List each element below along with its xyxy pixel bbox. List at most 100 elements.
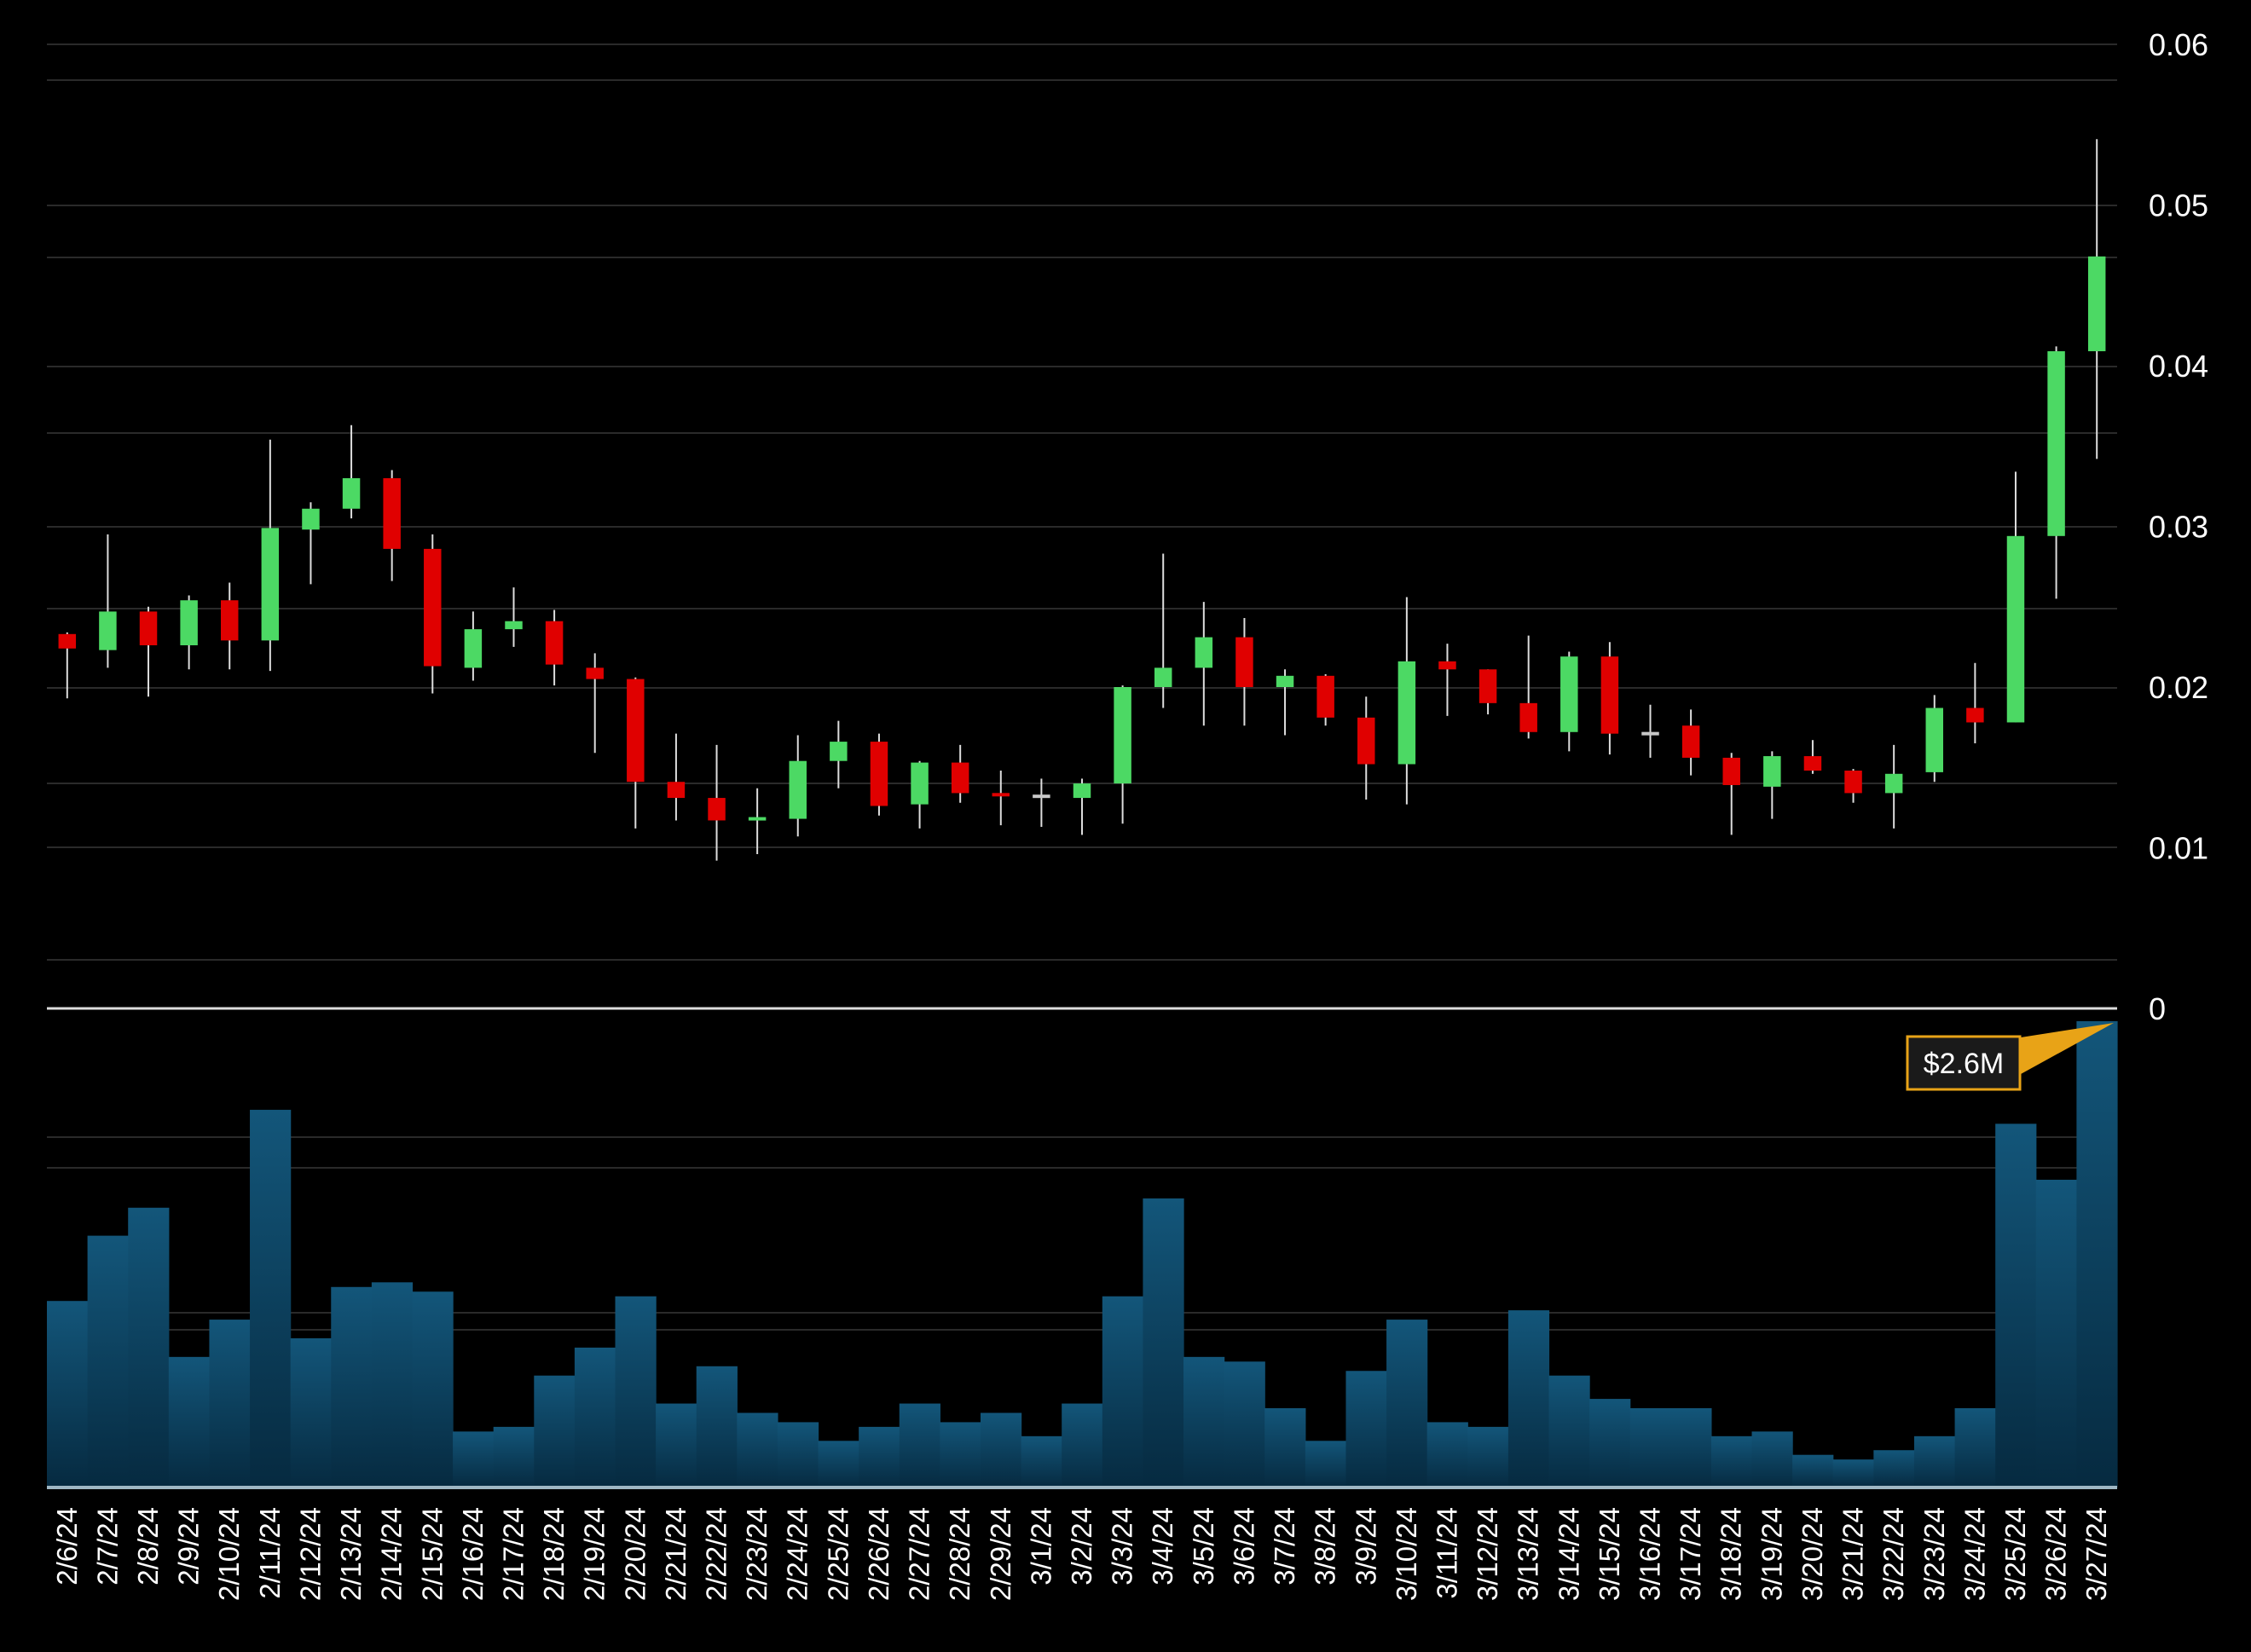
candle-body [180,600,198,645]
volume-bar [1386,1320,1428,1487]
x-tick-label: 3/6/24 [1228,1507,1259,1586]
candle-body [1560,656,1578,732]
volume-bar [371,1282,414,1487]
candle-body [1966,708,1984,723]
volume-bar [615,1296,657,1487]
x-tick-label: 3/11/24 [1431,1507,1462,1599]
x-tick-label: 2/18/24 [538,1507,570,1601]
candle-body [1235,637,1253,687]
candle-body [951,762,969,794]
candle-body [870,742,888,806]
y-tick-label: 0.04 [2149,349,2208,384]
x-tick-label: 2/14/24 [376,1507,408,1601]
candle-body [342,477,361,509]
x-tick-label: 2/28/24 [944,1507,975,1601]
candle-body [789,760,807,819]
volume-bar [493,1426,535,1487]
candle-body [1073,783,1091,799]
x-tick-label: 3/19/24 [1756,1507,1787,1601]
volume-bar [534,1375,576,1487]
x-tick-label: 3/26/24 [2040,1507,2072,1601]
volume-bar [777,1422,819,1487]
x-tick-label: 2/24/24 [782,1507,813,1601]
y-tick-label: 0.05 [2149,188,2208,223]
candle-body [911,762,929,805]
candle-body [1884,773,1903,794]
candle-body [505,621,523,630]
x-tick-label: 3/4/24 [1147,1507,1178,1586]
candle-body [424,548,442,667]
volume-bar [1832,1459,1874,1487]
x-tick-label: 2/11/24 [254,1507,286,1599]
y-tick-label: 0.02 [2149,670,2208,705]
candle-body [1316,675,1334,718]
y-tick-label: 0.06 [2149,27,2208,62]
candle-body [58,633,77,649]
candle-body [2087,256,2106,352]
candle-body [1478,669,1497,703]
volume-bar [1183,1356,1225,1487]
x-tick-label: 2/16/24 [457,1507,489,1601]
volume-bar [1629,1408,1671,1487]
candle-body [2006,535,2025,723]
candle-body [1154,667,1172,687]
volume-bar [209,1320,251,1487]
y-tick-label: 0.01 [2149,831,2208,866]
x-axis: 2/6/24 2/7/24 2/8/24 2/9/24 2/10/24 2/11/24 2/… [51,1507,2112,1601]
x-tick-label: 2/19/24 [579,1507,610,1601]
candle-body [545,621,564,665]
x-tick-label: 3/7/24 [1269,1507,1300,1586]
volume-bar [1913,1435,1956,1487]
volume-bar [1426,1422,1468,1487]
candle-body [1925,708,1944,772]
volume-bar [696,1366,738,1487]
volume-bar [1670,1408,1712,1487]
volume-bar [47,1301,89,1487]
candle-body [1276,675,1294,687]
volume-bar [737,1412,778,1487]
y-tick-label: 0 [2149,991,2166,1026]
candle-body [1803,756,1822,771]
volume-bar [1143,1198,1184,1487]
volume-bar [1102,1296,1144,1487]
x-tick-label: 2/22/24 [701,1507,732,1601]
candle-body [1397,661,1416,765]
volume-bar [331,1286,373,1487]
volume-bar [1751,1431,1793,1487]
volume-bar [656,1403,697,1487]
x-tick-label: 3/18/24 [1716,1507,1747,1601]
x-tick-label: 3/12/24 [1472,1507,1503,1601]
x-tick-label: 3/25/24 [1999,1507,2031,1601]
callout-pointer [2021,1023,2114,1074]
volume-bar [2076,1021,2118,1487]
volume-bar [1062,1403,1103,1487]
candles [58,139,2106,861]
candle-body [1641,731,1659,736]
candle-body [1681,725,1700,758]
x-tick-label: 2/9/24 [173,1507,205,1586]
volume-bar [1021,1435,1062,1487]
callout-box [1906,1035,2022,1091]
x-tick-label: 3/14/24 [1553,1507,1584,1601]
volume-bar [899,1403,940,1487]
candle-body [1033,794,1050,799]
x-tick-label: 2/17/24 [497,1507,529,1601]
x-tick-label: 3/13/24 [1513,1507,1544,1601]
x-tick-label: 3/8/24 [1310,1507,1341,1586]
volume-bar [1224,1361,1265,1487]
volume-bar [412,1291,454,1487]
candle-body [748,817,767,821]
candle-body [1357,717,1375,765]
candle-body [261,528,280,641]
volume-bar [1873,1450,1915,1487]
candle-body [627,679,645,783]
x-tick-label: 3/21/24 [1837,1507,1869,1601]
candle-body [1600,656,1619,734]
volume-bar [87,1235,129,1487]
volume-bar [250,1109,292,1487]
candle-body [302,508,320,530]
volume-bar [1305,1441,1347,1487]
candle-body [1844,771,1862,794]
volume-bar [2035,1179,2077,1487]
candle-body [99,611,117,650]
